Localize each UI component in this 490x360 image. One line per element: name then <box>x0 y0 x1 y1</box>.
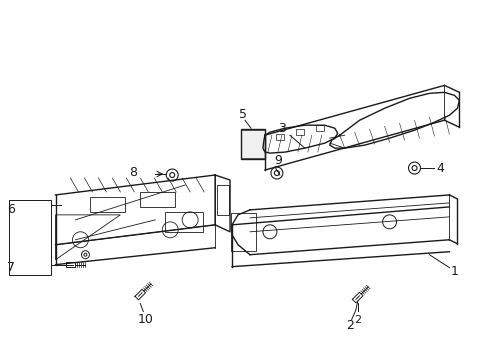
Text: 7: 7 <box>7 261 15 274</box>
Text: 5: 5 <box>239 108 247 121</box>
Text: 3: 3 <box>278 122 286 135</box>
Text: 8: 8 <box>129 166 137 179</box>
Text: 4: 4 <box>437 162 444 175</box>
FancyBboxPatch shape <box>241 129 265 159</box>
Text: 1: 1 <box>450 265 458 278</box>
Text: 2: 2 <box>346 319 354 332</box>
Text: 6: 6 <box>7 203 15 216</box>
Text: 9: 9 <box>274 154 282 167</box>
Text: 2: 2 <box>354 315 361 325</box>
Text: 10: 10 <box>137 313 153 326</box>
